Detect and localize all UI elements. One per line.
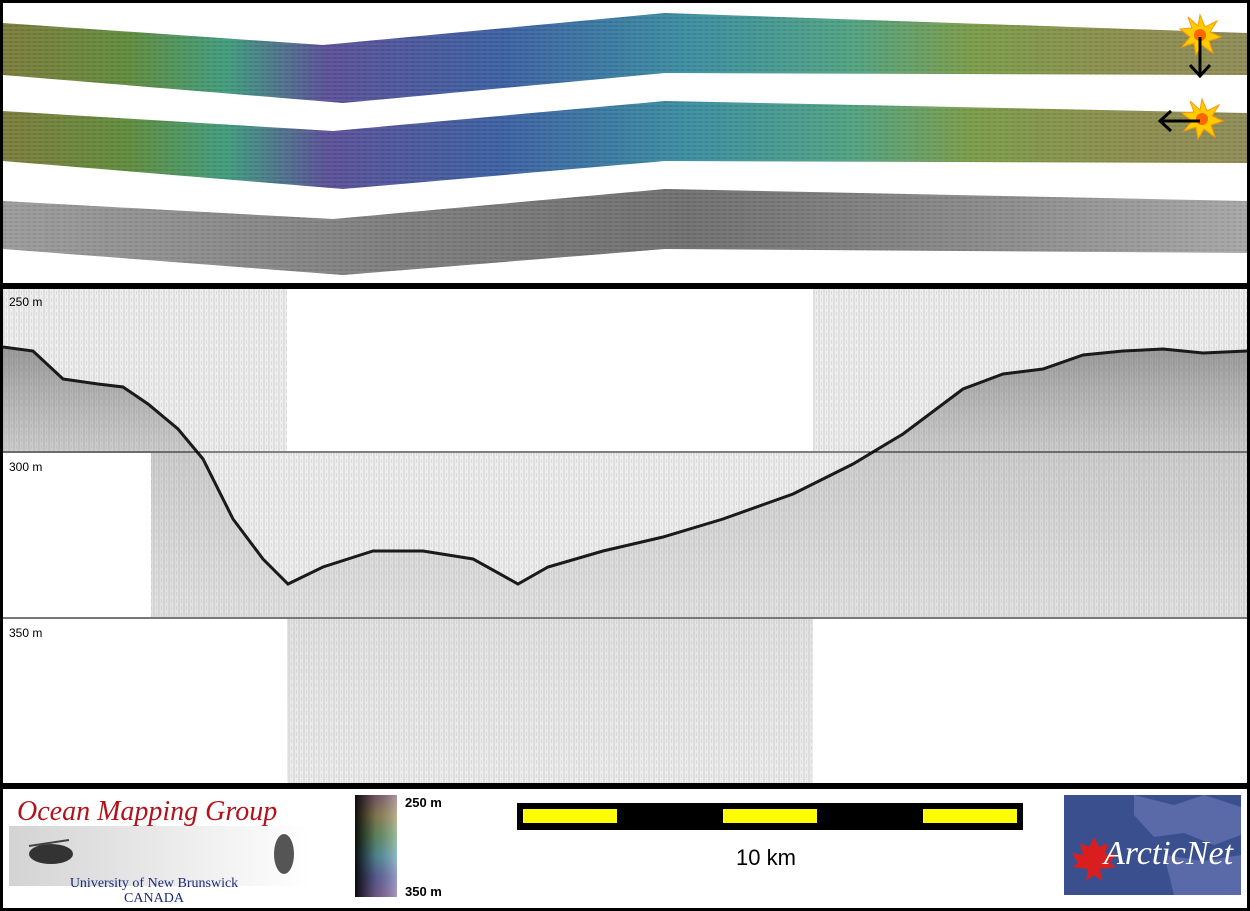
depth-colorbar — [355, 795, 397, 897]
subbottom-profile-panel: 250 m 300 m 350 m — [3, 289, 1247, 783]
arrow-left-icon — [1157, 109, 1200, 133]
arcticnet-logo: ArcticNet — [1064, 795, 1241, 895]
omg-affiliation: University of New Brunswick CANADA — [9, 876, 299, 906]
omg-country: CANADA — [124, 891, 184, 906]
depth-label-300: 300 m — [9, 460, 43, 474]
omg-title: Ocean Mapping Group — [17, 796, 278, 827]
swath-strips-svg — [3, 13, 1247, 275]
arcticnet-map-graphic — [1072, 795, 1241, 895]
scale-bar-label: 10 km — [736, 845, 796, 870]
arrow-down-icon — [1188, 37, 1212, 79]
omg-logo-graphic — [9, 826, 309, 886]
depth-label-250: 250 m — [9, 295, 43, 309]
footer-panel: Ocean Mapping Group University of New Br… — [3, 789, 1247, 908]
colorbar-bottom-label: 350 m — [405, 884, 442, 899]
colorbar-top-label: 250 m — [405, 795, 442, 810]
swath-strips-panel — [3, 3, 1247, 283]
sun-icon — [1178, 13, 1223, 57]
ocean-mapping-group-logo: Ocean Mapping Group University of New Br… — [9, 792, 309, 906]
maple-leaf-icon — [1072, 837, 1116, 881]
arcticnet-text: ArcticNet — [1104, 835, 1234, 872]
depth-label-350: 350 m — [9, 626, 43, 640]
subbottom-profile-svg — [3, 289, 1247, 783]
scale-bar — [517, 803, 1023, 830]
omg-university: University of New Brunswick — [69, 876, 239, 891]
seafloor-reflector-line — [3, 345, 1247, 586]
